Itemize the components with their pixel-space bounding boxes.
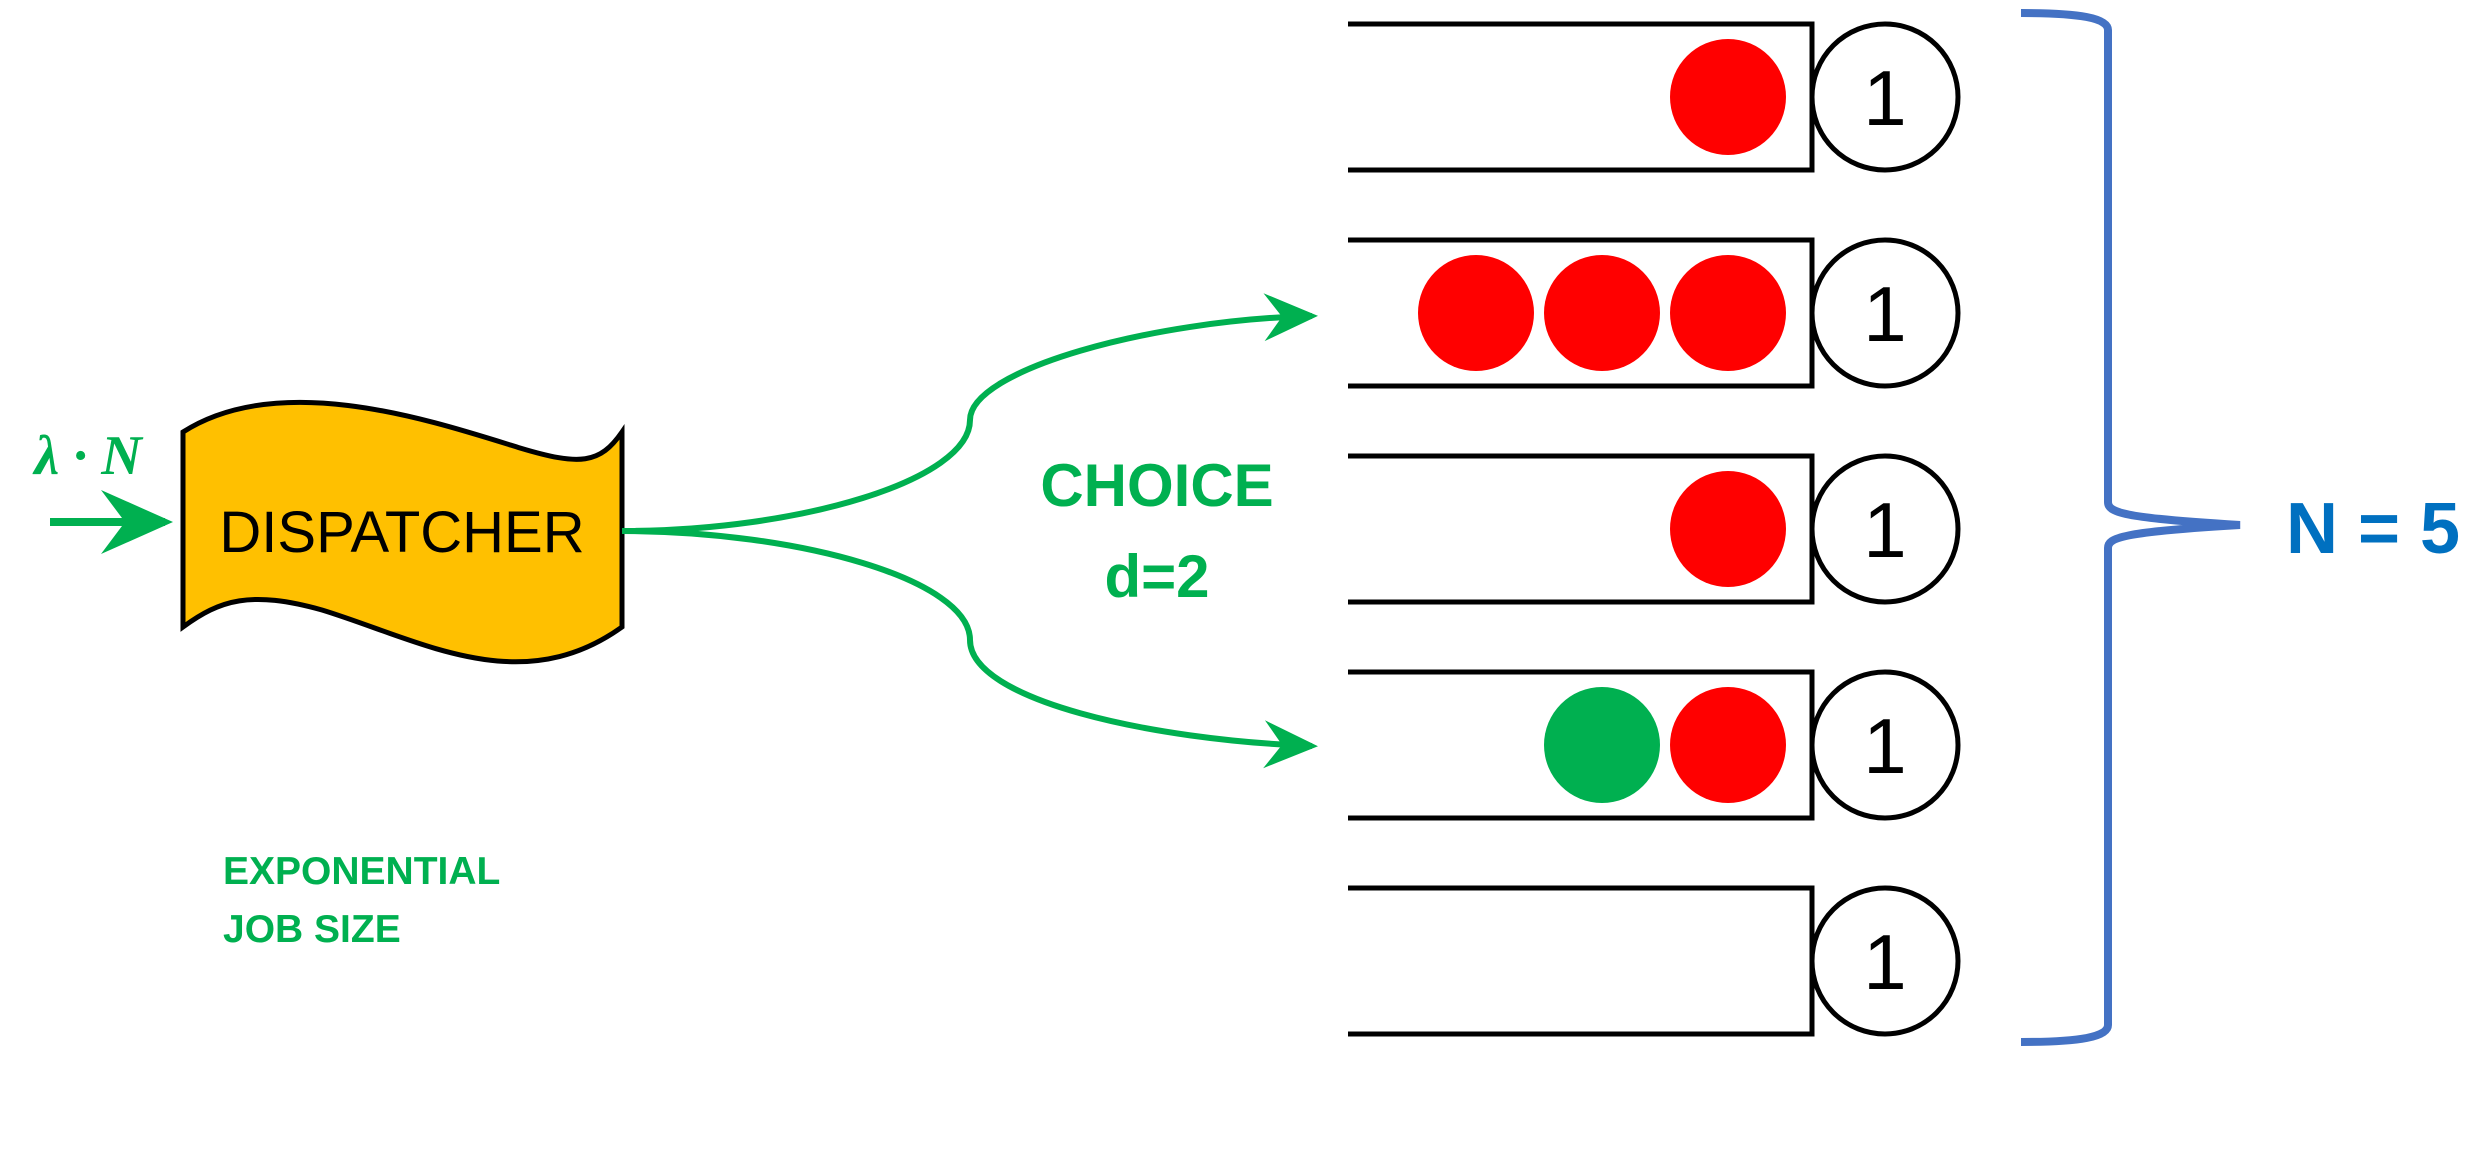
dispatcher-shape [180, 399, 625, 665]
server-rate-label: 1 [1863, 918, 1906, 1006]
server-5 [1809, 885, 1961, 1037]
queue-2: 1 [1348, 237, 1961, 389]
queue-3: 1 [1348, 453, 1961, 605]
red-job [1544, 255, 1660, 371]
red-job [1418, 255, 1534, 371]
server-rate-label: 1 [1863, 270, 1906, 358]
queue-1: 1 [1348, 21, 1961, 173]
server-4 [1809, 669, 1961, 821]
routing-arrow-upper [621, 293, 1318, 534]
choice-label: CHOICE [1040, 452, 1273, 519]
red-job [1670, 471, 1786, 587]
queues-group: 1 1 1 1 1 [1348, 21, 1961, 1037]
job-size-label-line2: JOB SIZE [223, 908, 401, 951]
server-count-label: N = 5 [2286, 489, 2460, 569]
dispatcher-label: DISPATCHER [219, 500, 584, 565]
routing-arrow-lower [621, 528, 1318, 769]
server-group-brace [2020, 9, 2241, 1046]
queue-4: 1 [1348, 669, 1961, 821]
queue-5: 1 [1348, 885, 1961, 1037]
red-job [1670, 39, 1786, 155]
arrival-rate-label: λ · N [32, 425, 144, 487]
server-rate-label: 1 [1863, 54, 1906, 142]
server-3 [1809, 453, 1961, 605]
queue-buffer [1348, 885, 1815, 1037]
server-2 [1809, 237, 1961, 389]
server-1 [1809, 21, 1961, 173]
server-rate-label: 1 [1863, 702, 1906, 790]
job-size-label-line1: EXPONENTIAL [223, 850, 500, 893]
server-rate-label: 1 [1863, 486, 1906, 574]
red-job [1670, 255, 1786, 371]
red-job [1670, 687, 1786, 803]
green-job [1544, 687, 1660, 803]
choice-d-label: d=2 [1104, 543, 1209, 610]
